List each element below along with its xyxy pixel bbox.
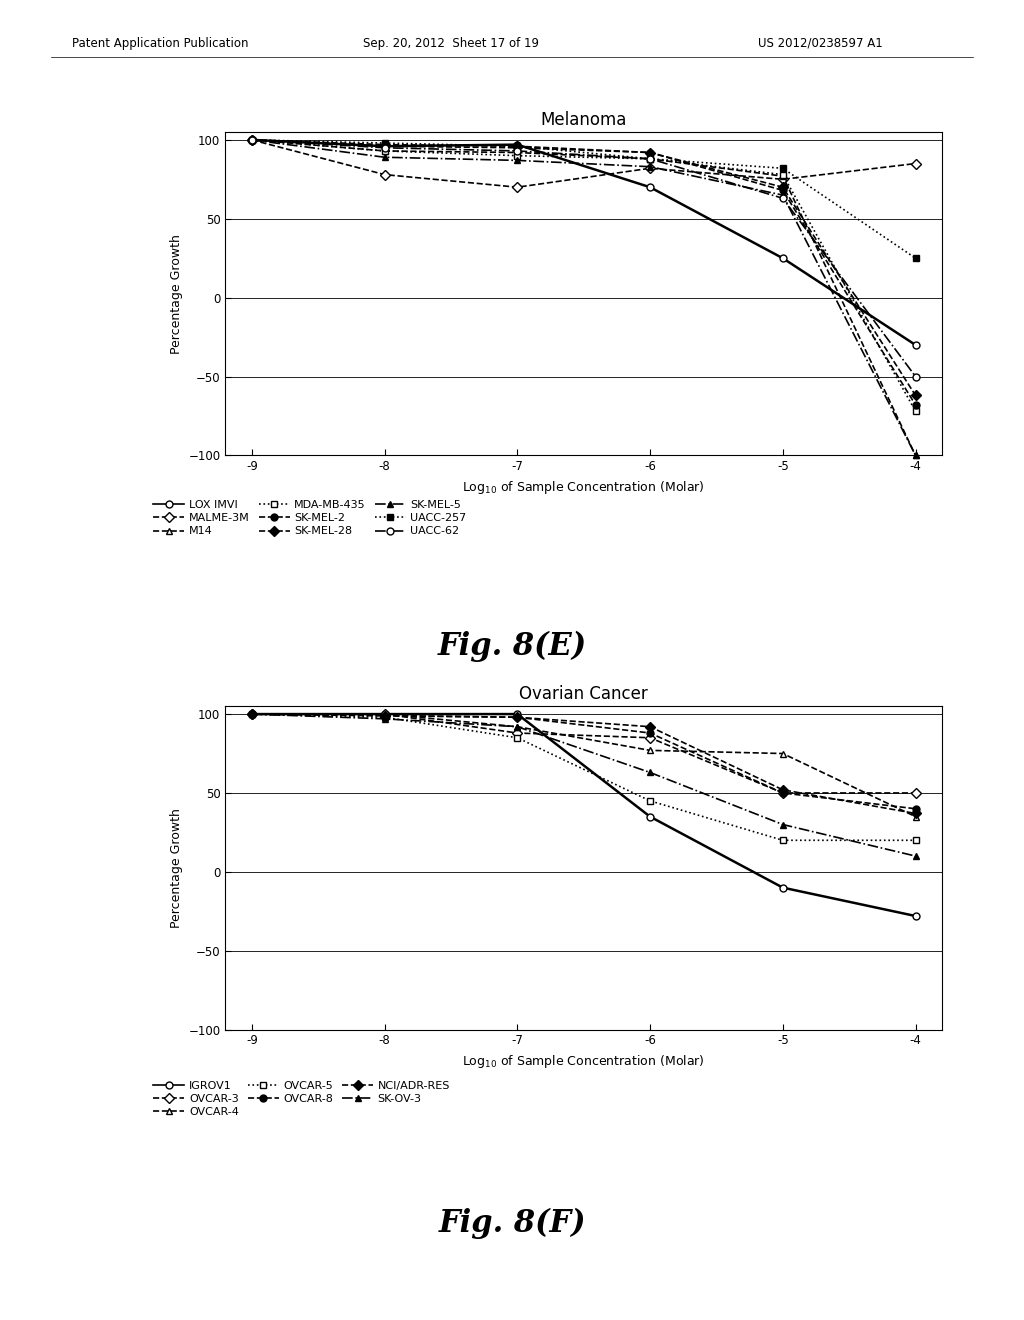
Text: Fig. 8(E): Fig. 8(E) — [437, 631, 587, 663]
Legend: LOX IMVI, MALME-3M, M14, MDA-MB-435, SK-MEL-2, SK-MEL-28, SK-MEL-5, UACC-257, UA: LOX IMVI, MALME-3M, M14, MDA-MB-435, SK-… — [148, 495, 471, 541]
X-axis label: Log$_{10}$ of Sample Concentration (Molar): Log$_{10}$ of Sample Concentration (Mola… — [462, 1053, 706, 1071]
Y-axis label: Percentage Growth: Percentage Growth — [170, 808, 182, 928]
Text: Fig. 8(F): Fig. 8(F) — [438, 1208, 586, 1239]
Text: US 2012/0238597 A1: US 2012/0238597 A1 — [758, 37, 883, 50]
Text: Patent Application Publication: Patent Application Publication — [72, 37, 248, 50]
Title: Melanoma: Melanoma — [541, 111, 627, 129]
Legend: IGROV1, OVCAR-3, OVCAR-4, OVCAR-5, OVCAR-8, NCI/ADR-RES, SK-OV-3: IGROV1, OVCAR-3, OVCAR-4, OVCAR-5, OVCAR… — [148, 1076, 455, 1122]
X-axis label: Log$_{10}$ of Sample Concentration (Molar): Log$_{10}$ of Sample Concentration (Mola… — [462, 479, 706, 496]
Title: Ovarian Cancer: Ovarian Cancer — [519, 685, 648, 704]
Text: Sep. 20, 2012  Sheet 17 of 19: Sep. 20, 2012 Sheet 17 of 19 — [362, 37, 539, 50]
Y-axis label: Percentage Growth: Percentage Growth — [170, 234, 182, 354]
